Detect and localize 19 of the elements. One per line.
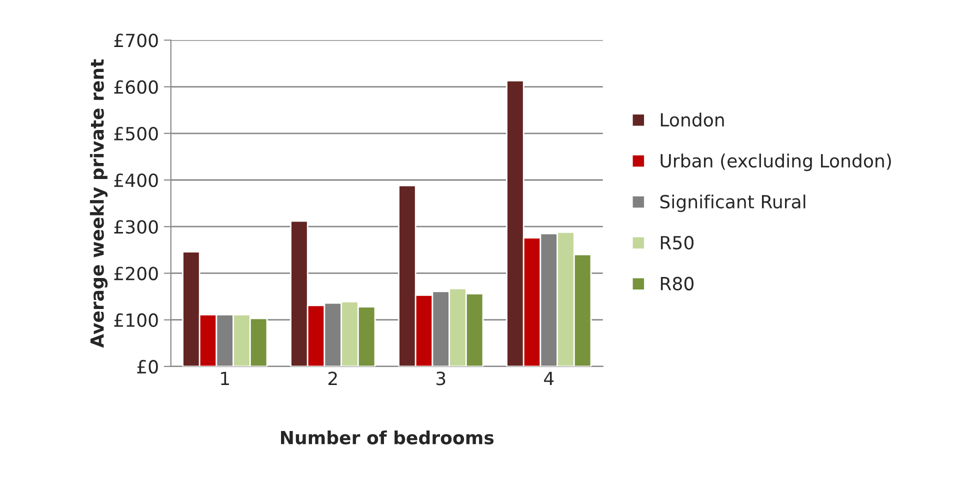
x-tick-label: 4: [544, 372, 554, 386]
x-tick-label: 3: [436, 372, 446, 386]
y-tick-label: £700: [114, 34, 158, 48]
legend-label: R50: [660, 236, 694, 250]
y-axis-title: Average weekly private rent: [90, 59, 108, 348]
y-tick-label: £200: [114, 266, 158, 280]
y-tick-label: £400: [114, 173, 158, 188]
x-tick-label: 2: [328, 372, 337, 386]
legend-label: Urban (excluding London): [660, 154, 891, 172]
y-tick-label: £300: [114, 220, 158, 234]
x-tick-label: 1: [221, 372, 229, 386]
legend-label: R80: [660, 276, 694, 290]
y-tick-label: £500: [114, 126, 158, 141]
y-tick-label: £100: [114, 313, 158, 327]
x-axis-title: Number of bedrooms: [281, 430, 494, 444]
legend-label: London: [660, 112, 724, 127]
y-tick-label: £600: [114, 80, 158, 94]
legend-label: Significant Rural: [660, 194, 806, 212]
y-tick-label: £0: [137, 360, 158, 374]
